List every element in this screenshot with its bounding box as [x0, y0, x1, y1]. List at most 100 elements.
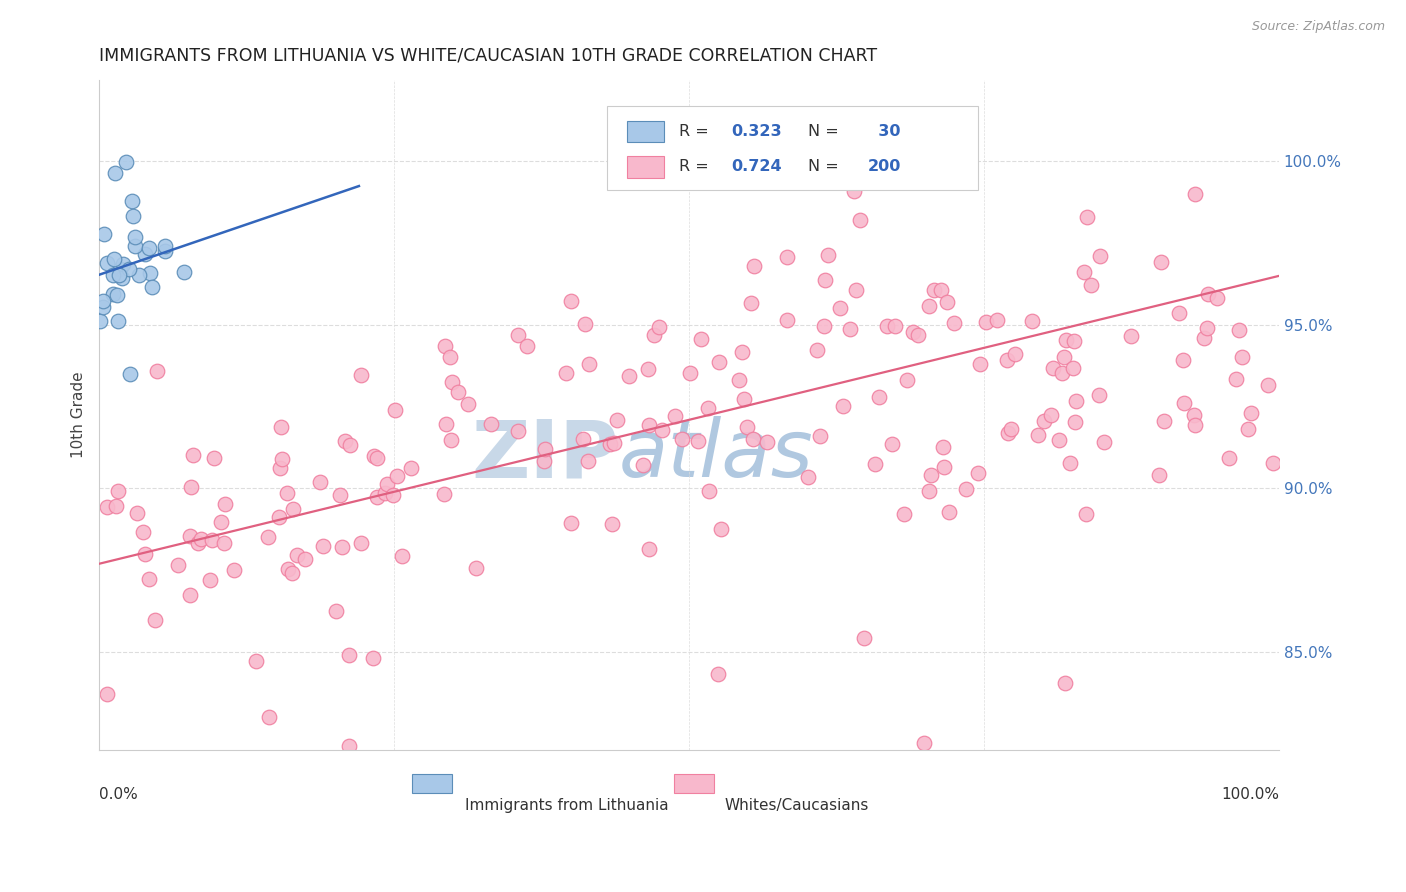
Point	[173, 265, 195, 279]
Point	[817, 248, 839, 262]
Point	[1197, 321, 1219, 335]
Point	[294, 552, 316, 566]
Point	[447, 384, 470, 399]
Point	[270, 419, 292, 434]
Point	[337, 648, 360, 663]
Text: 30: 30	[868, 124, 901, 139]
Point	[108, 262, 131, 277]
Point	[707, 355, 730, 369]
Point	[1064, 393, 1087, 408]
Point	[806, 343, 828, 357]
Point	[138, 266, 160, 280]
Point	[224, 563, 246, 577]
Point	[134, 246, 156, 260]
Point	[1173, 395, 1195, 409]
Point	[1021, 314, 1043, 328]
Point	[1257, 378, 1279, 392]
Point	[554, 366, 576, 380]
Point	[125, 506, 148, 520]
Point	[180, 480, 202, 494]
Point	[325, 604, 347, 618]
Point	[187, 535, 209, 549]
Point	[852, 631, 875, 645]
Point	[363, 449, 385, 463]
Point	[643, 328, 665, 343]
Point	[212, 536, 235, 550]
Point	[533, 442, 555, 456]
Point	[104, 166, 127, 180]
Point	[727, 373, 749, 387]
Point	[918, 484, 941, 499]
Point	[259, 709, 281, 723]
Point	[828, 301, 851, 315]
Point	[844, 184, 866, 198]
Point	[578, 357, 600, 371]
Point	[637, 362, 659, 376]
Point	[697, 483, 720, 498]
Point	[277, 562, 299, 576]
Point	[966, 467, 988, 481]
Point	[606, 413, 628, 427]
Point	[464, 560, 486, 574]
Point	[350, 368, 373, 382]
Point	[1121, 329, 1143, 343]
Point	[270, 452, 292, 467]
Text: Whites/Caucasians: Whites/Caucasians	[724, 798, 869, 814]
Point	[574, 317, 596, 331]
Point	[797, 470, 820, 484]
Point	[920, 468, 942, 483]
Point	[1032, 414, 1054, 428]
Point	[932, 441, 955, 455]
Point	[868, 390, 890, 404]
Text: N =: N =	[808, 124, 844, 139]
Point	[932, 459, 955, 474]
Point	[974, 315, 997, 329]
Point	[105, 499, 128, 513]
Text: 0.323: 0.323	[731, 124, 782, 139]
Point	[146, 364, 169, 378]
Point	[903, 758, 925, 772]
Point	[1218, 450, 1240, 465]
Point	[118, 367, 141, 381]
Point	[124, 229, 146, 244]
Point	[361, 651, 384, 665]
Point	[560, 293, 582, 308]
Text: atlas: atlas	[619, 416, 813, 494]
Point	[1063, 415, 1085, 429]
Point	[366, 450, 388, 465]
Point	[813, 318, 835, 333]
Point	[198, 573, 221, 587]
Point	[907, 327, 929, 342]
Point	[893, 507, 915, 521]
Bar	[627, 156, 665, 178]
Point	[603, 436, 626, 450]
Point	[1054, 676, 1077, 690]
Point	[1206, 291, 1229, 305]
Point	[637, 418, 659, 433]
Point	[439, 350, 461, 364]
Point	[730, 345, 752, 359]
Point	[1088, 249, 1111, 263]
Point	[986, 313, 1008, 327]
Point	[281, 566, 304, 581]
Point	[533, 454, 555, 468]
Text: 200: 200	[868, 160, 901, 174]
Point	[776, 251, 799, 265]
Point	[434, 339, 457, 353]
Point	[849, 212, 872, 227]
Point	[697, 401, 720, 415]
Point	[440, 375, 463, 389]
Point	[103, 268, 125, 282]
Point	[457, 397, 479, 411]
Point	[283, 501, 305, 516]
Point	[330, 540, 353, 554]
Point	[896, 373, 918, 387]
Point	[333, 434, 356, 448]
Point	[918, 299, 941, 313]
Point	[399, 460, 422, 475]
Point	[89, 314, 111, 328]
Point	[733, 392, 755, 407]
Point	[1194, 331, 1216, 345]
Point	[434, 417, 457, 431]
Point	[1237, 422, 1260, 436]
